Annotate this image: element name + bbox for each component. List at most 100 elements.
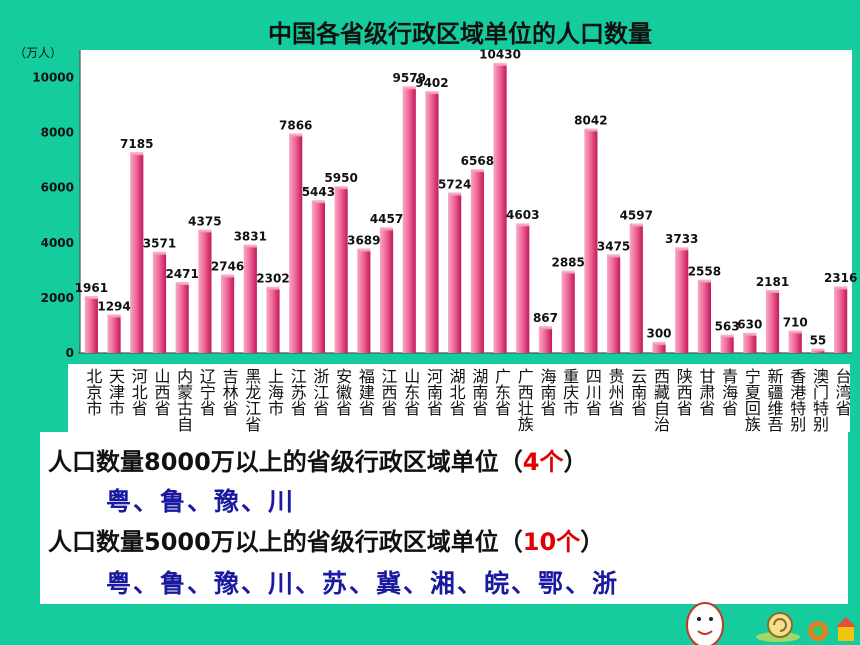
x-tick-label: 甘肃省 <box>696 368 716 416</box>
x-tick-label: 浙江省 <box>310 368 330 416</box>
x-tick-label: 四川省 <box>582 368 602 416</box>
x-tick-label: 宁夏回族 <box>741 368 761 432</box>
bar-value-label: 5443 <box>302 185 335 199</box>
summary-line-5000: 人口数量5000万以上的省级行政区域单位（10个） <box>48 522 604 557</box>
bar-value-label: 7866 <box>279 118 312 132</box>
x-tick-label: 海南省 <box>537 368 557 416</box>
x-tick-label: 云南省 <box>628 368 648 416</box>
bar-value-label: 2302 <box>256 272 289 286</box>
bar-value-label: 2471 <box>165 267 198 281</box>
bar <box>607 257 621 353</box>
bar-cap <box>493 62 507 66</box>
bar <box>470 172 484 353</box>
x-tick-label: 黑龙江省 <box>242 368 262 432</box>
x-tick-label: 青海省 <box>719 368 739 416</box>
bar-value-label: 2558 <box>688 265 721 279</box>
bar <box>357 251 371 353</box>
y-axis-unit: （万人） <box>14 46 63 60</box>
bar-cap <box>584 128 598 132</box>
bar-value-label: 867 <box>533 311 558 325</box>
x-tick-label: 江西省 <box>378 368 398 416</box>
bar-cap <box>629 223 643 227</box>
chart-title: 中国各省级行政区域单位的人口数量 <box>268 20 652 48</box>
bar-value-label: 630 <box>737 318 762 332</box>
bar <box>811 351 825 353</box>
bar-cap <box>743 332 757 336</box>
bar <box>425 94 439 353</box>
bar-value-label: 7185 <box>120 137 153 151</box>
bar <box>493 65 507 353</box>
x-tick-label: 辽宁省 <box>196 368 216 416</box>
x-tick-label: 广东省 <box>492 368 512 416</box>
bar-value-label: 300 <box>646 327 671 341</box>
bar-cap <box>266 286 280 290</box>
x-tick-label: 山西省 <box>151 368 171 416</box>
bar <box>130 155 144 353</box>
summary-line-8000-prefix: 人口数量8000万以上的省级行政区域单位（ <box>48 448 523 476</box>
x-tick-label: 贵州省 <box>605 368 625 416</box>
bar <box>175 284 189 353</box>
x-tick-label: 内蒙古自 <box>174 368 194 432</box>
summary-count-8000: 4个 <box>522 448 564 476</box>
bar-value-label: 1961 <box>75 281 108 295</box>
y-tick-label: 8000 <box>41 126 74 140</box>
bar <box>266 289 280 353</box>
x-tick-label: 重庆市 <box>560 368 580 416</box>
bar-value-label: 2316 <box>824 271 857 285</box>
bar <box>379 230 394 353</box>
bar-cap <box>652 341 666 345</box>
bar-value-label: 4375 <box>188 214 221 228</box>
plot-area <box>80 50 852 353</box>
provinces-over-5000: 粤、鲁、豫、川、苏、冀、湘、皖、鄂、浙 <box>106 569 620 598</box>
bar <box>629 226 643 353</box>
x-tick-label: 河南省 <box>423 368 443 416</box>
bar-value-label: 3831 <box>234 229 267 243</box>
bar-cap <box>243 244 257 248</box>
bar-value-label: 4597 <box>620 208 653 222</box>
y-tick-label: 4000 <box>41 236 74 250</box>
bar-cap <box>697 279 711 283</box>
bar-cap <box>607 254 621 258</box>
bar <box>243 247 257 353</box>
bar-cap <box>788 330 802 334</box>
bar <box>697 282 711 353</box>
x-tick-label: 上海市 <box>265 368 284 416</box>
bar <box>448 195 462 353</box>
bar-value-label: 5724 <box>438 177 471 191</box>
x-tick-label: 广西壮族 <box>514 368 534 432</box>
x-tick-label: 湖北省 <box>446 368 466 416</box>
x-tick-label: 吉林省 <box>219 368 239 416</box>
summary-line-8000-suffix: ） <box>563 448 588 476</box>
decoration <box>686 602 856 645</box>
bar <box>289 136 303 353</box>
bar-cap <box>357 248 371 252</box>
bar-value-label: 2181 <box>756 275 789 289</box>
bar-cap <box>289 133 303 137</box>
bar <box>311 203 325 353</box>
bar-cap <box>811 348 825 352</box>
bar <box>221 277 235 353</box>
provinces-over-8000: 粤、鲁、豫、川 <box>106 487 296 516</box>
bar-value-label: 4603 <box>506 208 539 222</box>
bar-value-label: 8042 <box>574 113 607 127</box>
bar <box>402 89 416 353</box>
bar-cap <box>198 229 212 233</box>
bar-cap <box>334 186 348 190</box>
summary-line-5000-prefix: 人口数量5000万以上的省级行政区域单位（ <box>48 528 523 556</box>
bar-cap <box>84 295 98 299</box>
bar-cap <box>765 289 780 293</box>
bar <box>788 333 802 353</box>
bar <box>675 250 689 353</box>
bar-value-label: 563 <box>715 319 740 333</box>
x-tick-label: 福建省 <box>355 368 375 416</box>
bar <box>334 189 348 353</box>
x-tick-label: 台湾省 <box>832 368 850 416</box>
bar-value-label: 3689 <box>347 233 380 247</box>
bar-value-label: 9579 <box>393 71 426 85</box>
bar <box>652 344 666 353</box>
x-tick-label: 西藏自治 <box>651 368 670 432</box>
x-tick-label: 陕西省 <box>673 368 693 416</box>
bar-cap <box>152 251 167 255</box>
x-tick-label: 湖南省 <box>469 368 489 416</box>
bar-cap <box>675 247 689 251</box>
